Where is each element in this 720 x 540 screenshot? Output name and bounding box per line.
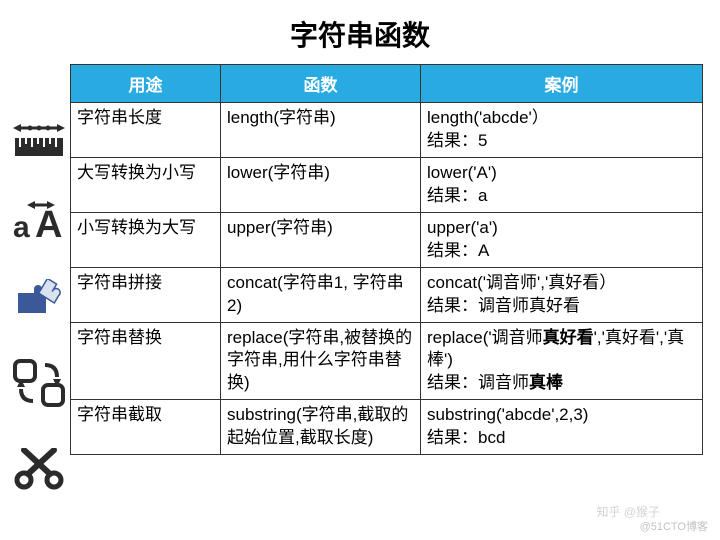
cell-example: substring('abcde',2,3)结果：bcd <box>421 400 703 455</box>
cell-function: substring(字符串,截取的起始位置,截取长度) <box>221 400 421 455</box>
cell-example: length('abcde'）结果：5 <box>421 103 703 158</box>
cell-purpose: 字符串长度 <box>71 103 221 158</box>
table-header-row: 用途 函数 案例 <box>71 65 703 103</box>
cell-function: upper(字符串) <box>221 212 421 267</box>
col-function: 函数 <box>221 65 421 103</box>
watermark-51cto: @51CTO博客 <box>640 518 708 534</box>
cell-purpose: 字符串拼接 <box>71 267 221 322</box>
table-row: 大写转换为小写lower(字符串)lower('A')结果：a <box>71 157 703 212</box>
cell-purpose: 字符串替换 <box>71 322 221 400</box>
scissors-substring-icon <box>8 426 70 512</box>
table-row: 字符串截取substring(字符串,截取的起始位置,截取长度)substrin… <box>71 400 703 455</box>
cell-example: concat('调音师','真好看）结果：调音师真好看 <box>421 267 703 322</box>
puzzle-concat-icon <box>8 264 70 340</box>
string-functions-table: 用途 函数 案例 字符串长度length(字符串)length('abcde'）… <box>70 64 703 455</box>
icon-column: a A <box>8 64 70 512</box>
swap-replace-icon <box>8 340 70 426</box>
table-row: 字符串替换replace(字符串,被替换的字符串,用什么字符串替换)replac… <box>71 322 703 400</box>
table-row: 字符串拼接concat(字符串1, 字符串2)concat('调音师','真好看… <box>71 267 703 322</box>
cell-example: replace('调音师真好看','真好看','真棒')结果：调音师真棒 <box>421 322 703 400</box>
cell-example: lower('A')结果：a <box>421 157 703 212</box>
cell-purpose: 小写转换为大写 <box>71 212 221 267</box>
cell-function: concat(字符串1, 字符串2) <box>221 267 421 322</box>
cell-purpose: 大写转换为小写 <box>71 157 221 212</box>
ruler-length-icon <box>8 102 70 178</box>
cell-example: upper('a')结果：A <box>421 212 703 267</box>
col-purpose: 用途 <box>71 65 221 103</box>
col-example: 案例 <box>421 65 703 103</box>
page-title: 字符串函数 <box>0 0 720 64</box>
svg-text:A: A <box>35 204 62 243</box>
cell-function: replace(字符串,被替换的字符串,用什么字符串替换) <box>221 322 421 400</box>
cell-purpose: 字符串截取 <box>71 400 221 455</box>
cell-function: length(字符串) <box>221 103 421 158</box>
table-row: 小写转换为大写upper(字符串)upper('a')结果：A <box>71 212 703 267</box>
table-row: 字符串长度length(字符串)length('abcde'）结果：5 <box>71 103 703 158</box>
content-area: a A <box>0 64 720 512</box>
case-toggle-icon: a A <box>8 178 70 264</box>
cell-function: lower(字符串) <box>221 157 421 212</box>
svg-text:a: a <box>13 211 30 243</box>
